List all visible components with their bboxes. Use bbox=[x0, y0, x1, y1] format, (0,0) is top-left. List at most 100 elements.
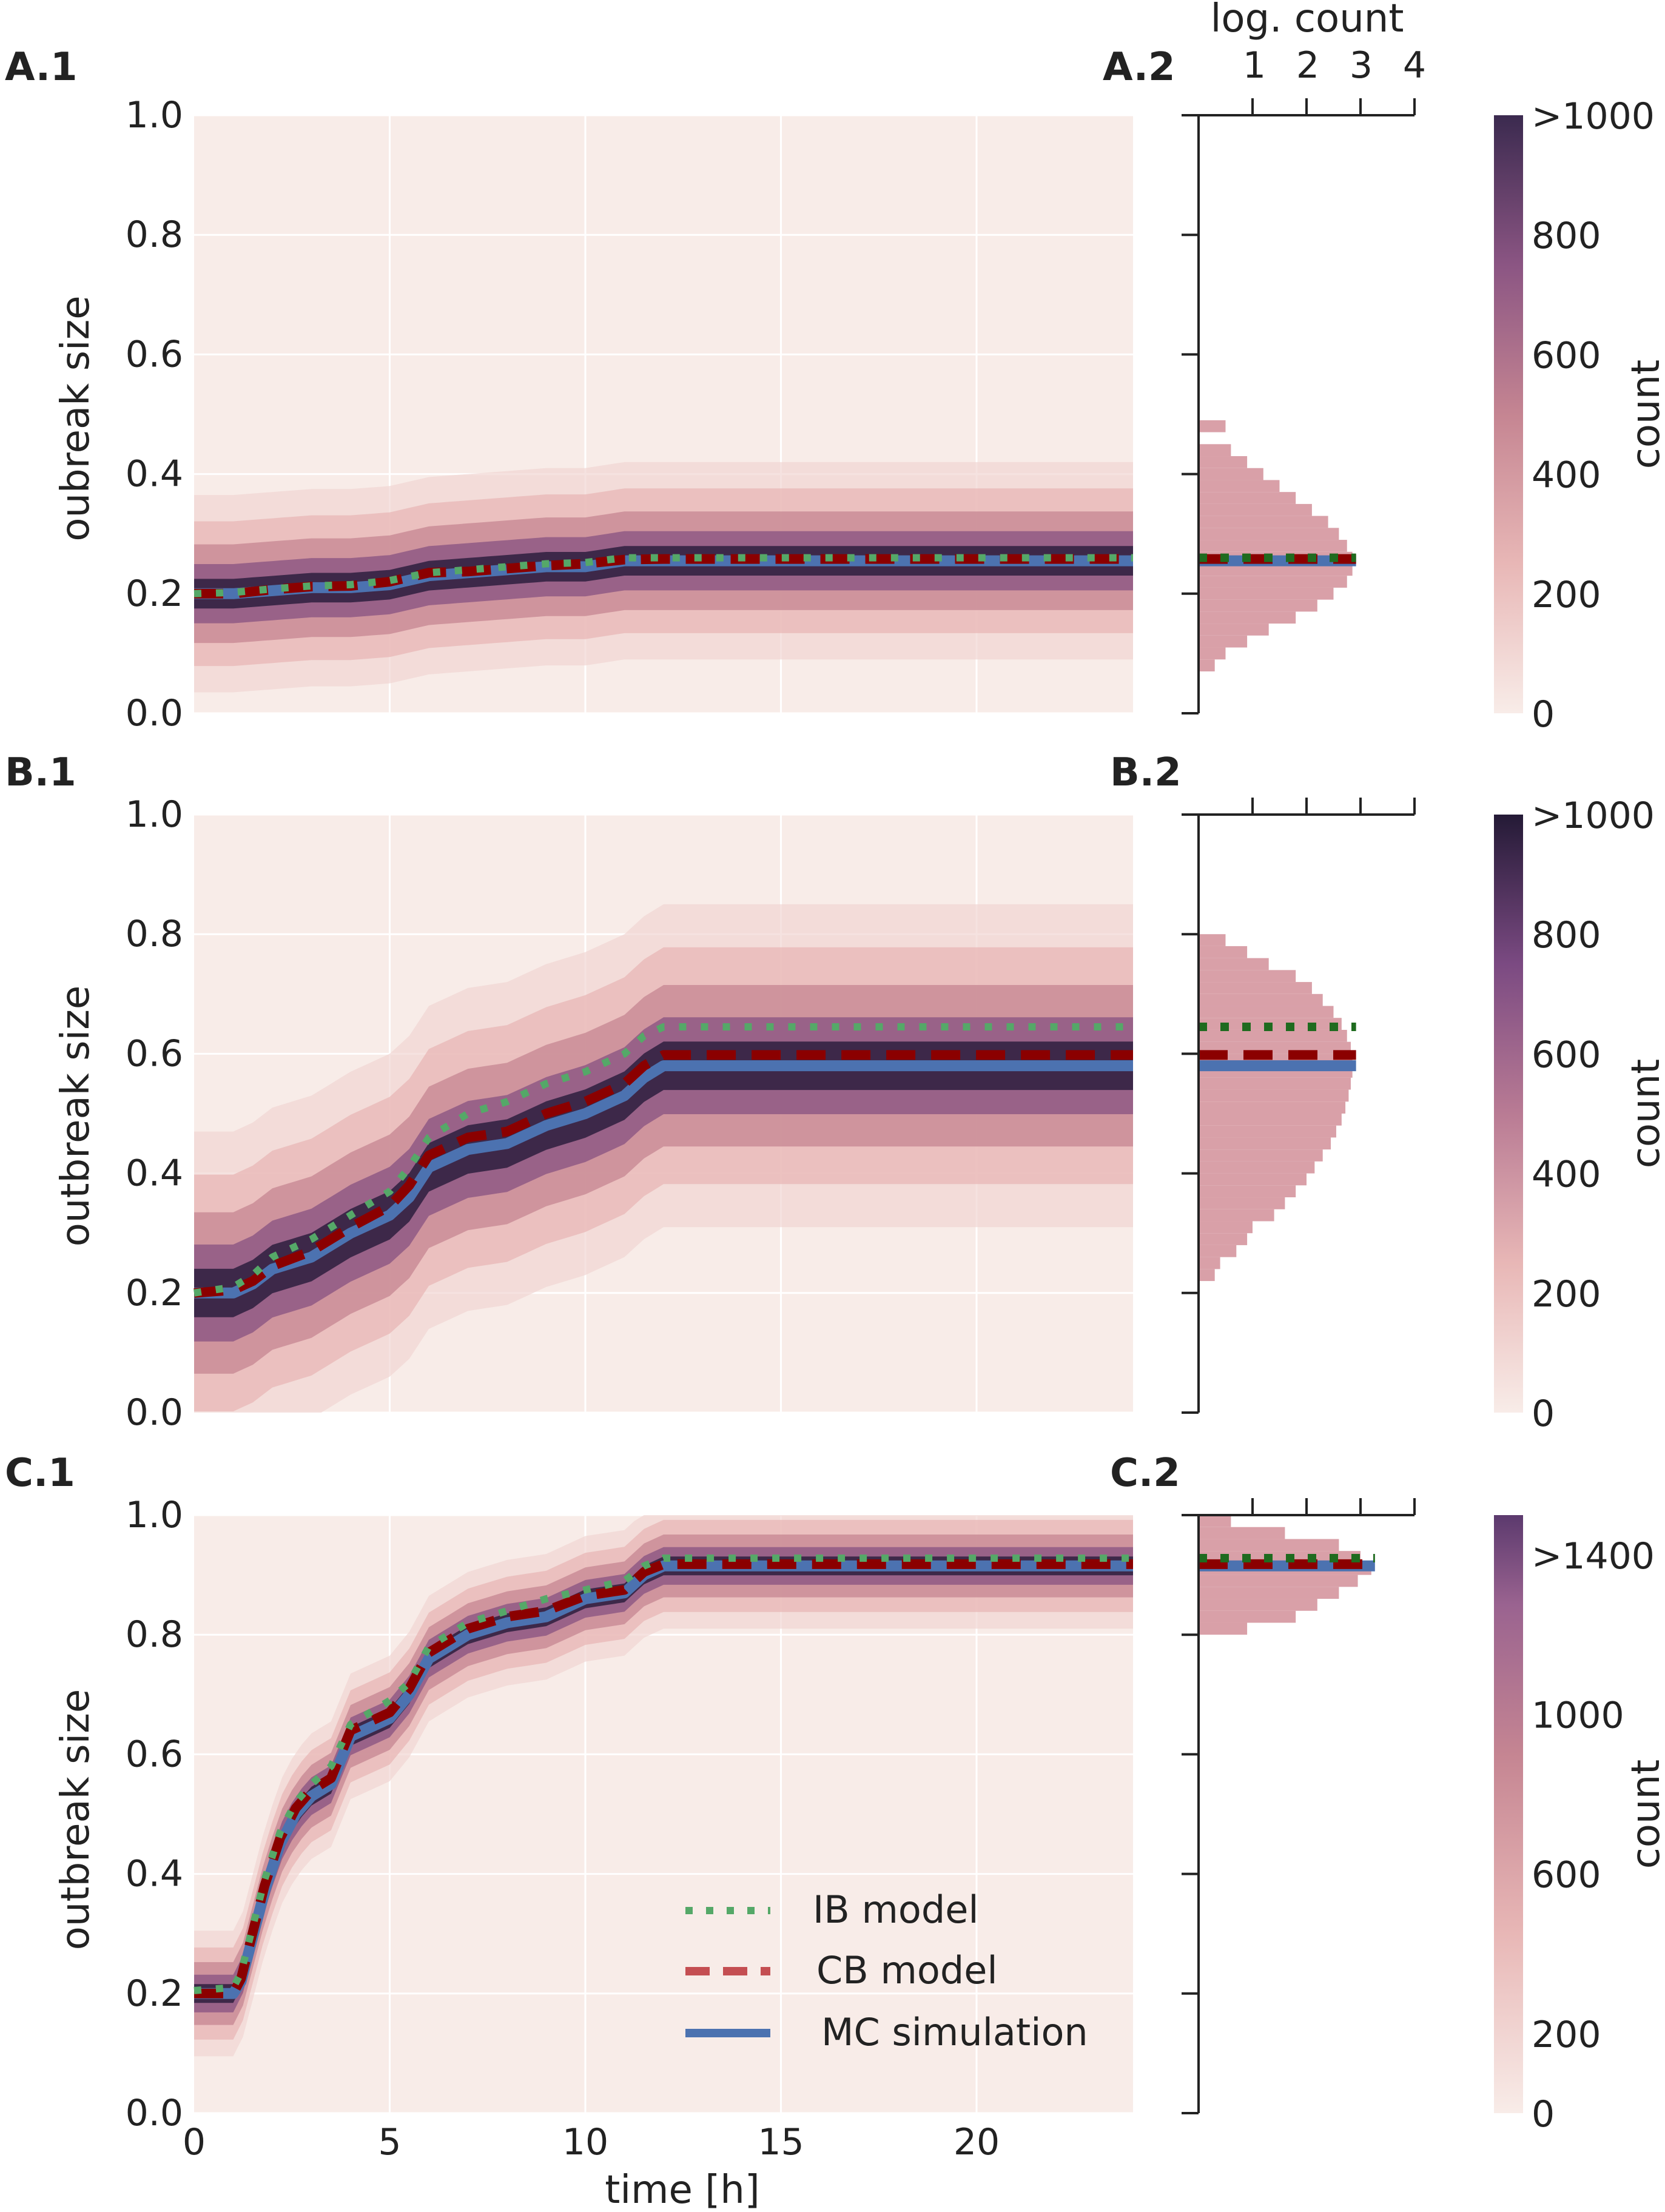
x-tick-label: 0 bbox=[183, 2121, 206, 2163]
histogram-bar bbox=[1199, 993, 1323, 1006]
histogram-bar bbox=[1199, 1101, 1346, 1114]
histogram-bar bbox=[1199, 659, 1215, 671]
colorbar-tick-label: >1400 bbox=[1532, 1535, 1655, 1578]
panel-b1-heatmap: outbreak size 0.0 0.2 0.4 0.6 0.8 1.0 bbox=[53, 793, 1133, 1434]
histogram-bar bbox=[1199, 480, 1280, 492]
y-tick-label: 0.6 bbox=[126, 1032, 183, 1075]
legend-cb-label: CB model bbox=[816, 1948, 998, 1992]
legend-mc-label: MC simulation bbox=[821, 2010, 1088, 2054]
x-tick-label: 10 bbox=[562, 2121, 608, 2163]
panel-label-b2: B.2 bbox=[1110, 750, 1182, 795]
y-tick-label: 0.0 bbox=[126, 692, 183, 735]
panel-c1-xlabel: time [h] bbox=[605, 2168, 759, 2212]
histogram-bar bbox=[1199, 1006, 1334, 1018]
histogram-bar bbox=[1199, 599, 1317, 612]
y-tick-label: 0.0 bbox=[126, 1391, 183, 1434]
panel-b1-ylabel: outbreak size bbox=[53, 986, 98, 1246]
panel-label-c1: C.1 bbox=[5, 1451, 75, 1496]
density-band bbox=[194, 1017, 1133, 1342]
y-tick-label: 1.0 bbox=[126, 793, 183, 836]
histogram-bar bbox=[1199, 946, 1248, 958]
histogram-bar bbox=[1199, 420, 1226, 432]
histogram-axis-title: log. count bbox=[1211, 0, 1404, 41]
x-tick-label: 15 bbox=[758, 2121, 804, 2163]
histogram-bar bbox=[1199, 503, 1312, 516]
y-tick-label: 1.0 bbox=[126, 94, 183, 136]
histogram-bar bbox=[1199, 1149, 1323, 1161]
histogram-bar bbox=[1199, 934, 1226, 946]
colorbar-tick-label: 800 bbox=[1532, 914, 1601, 956]
histogram-bar bbox=[1199, 647, 1226, 660]
colorbar-b-label: count bbox=[1624, 1059, 1665, 1169]
cb-model-line bbox=[194, 554, 1133, 599]
colorbar-tick-label: 200 bbox=[1532, 1273, 1601, 1316]
colorbar-tick-label: 600 bbox=[1532, 1854, 1601, 1897]
y-tick-label: 0.2 bbox=[126, 1972, 183, 2015]
histogram-bar bbox=[1199, 958, 1269, 970]
colorbar-tick-label: 600 bbox=[1532, 1034, 1601, 1076]
histogram-bar bbox=[1199, 1089, 1349, 1102]
y-tick-label: 0.4 bbox=[126, 1152, 183, 1195]
histogram-bar bbox=[1199, 563, 1353, 576]
x-tick-label: 20 bbox=[954, 2121, 1000, 2163]
histogram-tick-3: 3 bbox=[1350, 44, 1373, 87]
colorbar-tick-label: 0 bbox=[1532, 693, 1555, 736]
panel-c1-ylabel: outbreak size bbox=[53, 1689, 98, 1950]
colorbar-a-label: count bbox=[1624, 360, 1665, 469]
histogram-bar bbox=[1199, 468, 1263, 480]
panel-c-colorbar: count 0 200 600 1000 >1400 bbox=[1494, 1515, 1665, 2136]
panel-label-b1: B.1 bbox=[5, 750, 76, 795]
histogram-bar bbox=[1199, 1245, 1237, 1257]
histogram-bar bbox=[1199, 1599, 1317, 1611]
y-tick-label: 0.0 bbox=[126, 2092, 183, 2134]
legend-ib-label: IB model bbox=[813, 1888, 979, 1932]
colorbar-tick-label: 1000 bbox=[1532, 1694, 1624, 1736]
histogram-tick-1: 1 bbox=[1243, 44, 1266, 87]
y-tick-label: 1.0 bbox=[126, 1494, 183, 1536]
histogram-bar bbox=[1199, 1137, 1331, 1150]
histogram-bar bbox=[1199, 516, 1328, 528]
histogram-bar bbox=[1199, 611, 1296, 624]
histogram-bar bbox=[1199, 970, 1296, 983]
histogram-bar bbox=[1199, 1539, 1339, 1551]
histogram-bar bbox=[1199, 1610, 1296, 1623]
y-tick-label: 0.8 bbox=[126, 913, 183, 955]
panel-label-a2: A.2 bbox=[1103, 45, 1176, 90]
histogram-bar bbox=[1199, 1173, 1307, 1186]
histogram-tick-2: 2 bbox=[1296, 44, 1319, 87]
y-tick-label: 0.4 bbox=[126, 453, 183, 496]
panel-c1-heatmap: outbreak size time [h] 0.0 0.2 0.4 0.6 0.8 1.… bbox=[53, 1494, 1133, 2212]
histogram-bar bbox=[1199, 1161, 1315, 1174]
histogram-bar bbox=[1199, 1077, 1351, 1090]
colorbar-tick-label: 200 bbox=[1532, 2014, 1601, 2056]
mc-simulation-line bbox=[194, 1060, 1133, 1299]
histogram-bar bbox=[1199, 540, 1347, 552]
panel-b2-histogram bbox=[1182, 798, 1416, 1414]
histogram-bar bbox=[1199, 1185, 1296, 1198]
colorbar-tick-label: 400 bbox=[1532, 1154, 1601, 1196]
histogram-bar bbox=[1199, 624, 1269, 636]
colorbar-tick-label: >1000 bbox=[1532, 795, 1655, 837]
histogram-bar bbox=[1199, 587, 1334, 600]
y-tick-label: 0.4 bbox=[126, 1853, 183, 1895]
colorbar-tick-label: 0 bbox=[1532, 2093, 1555, 2136]
y-tick-label: 0.8 bbox=[126, 213, 183, 256]
histogram-bar bbox=[1199, 1029, 1347, 1042]
histogram-bar bbox=[1199, 576, 1347, 588]
histogram-bar bbox=[1199, 1257, 1220, 1269]
histogram-tick-4: 4 bbox=[1403, 44, 1426, 87]
histogram-bar bbox=[1199, 1114, 1342, 1126]
histogram-bar bbox=[1199, 456, 1248, 468]
y-tick-label: 0.8 bbox=[126, 1613, 183, 1656]
colorbar-b-gradient bbox=[1494, 815, 1523, 1413]
histogram-bar bbox=[1199, 1575, 1358, 1587]
panel-a-colorbar: count 0 200 400 600 800 >1000 bbox=[1494, 95, 1665, 736]
histogram-bar bbox=[1199, 982, 1312, 994]
histogram-bar bbox=[1199, 1551, 1361, 1563]
y-tick-label: 0.6 bbox=[126, 1733, 183, 1775]
histogram-bar bbox=[1199, 1209, 1274, 1222]
y-tick-label: 0.6 bbox=[126, 333, 183, 375]
colorbar-c-gradient bbox=[1494, 1515, 1523, 2113]
histogram-bar bbox=[1199, 444, 1231, 457]
